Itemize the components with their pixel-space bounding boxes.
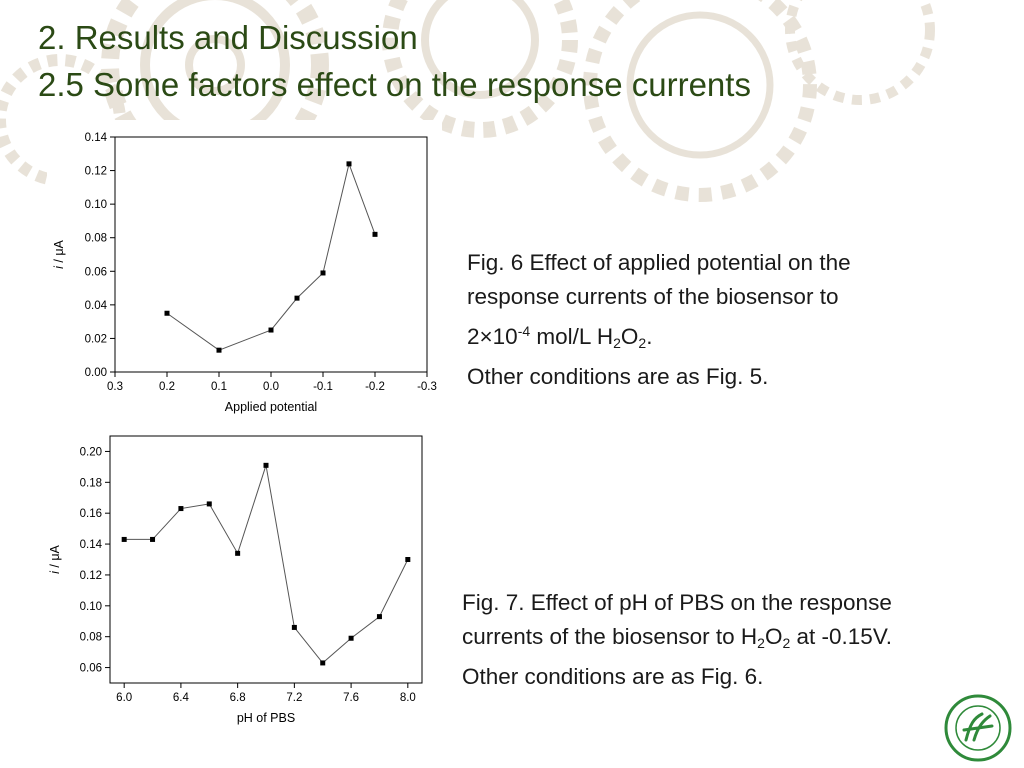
caption-text: currents of the biosensor to H <box>462 624 758 649</box>
figure-7-ph-chart: 6.0 6.4 6.8 7.2 7.6 8.0 0.06 0.08 0.10 0.12 0.14 0.… <box>48 435 423 725</box>
y-tick-label: 0.06 <box>80 663 102 675</box>
data-point <box>150 536 156 542</box>
x-tick-label: 0.1 <box>211 381 227 393</box>
caption-text: at -0.15V. <box>790 624 893 649</box>
data-point <box>178 506 184 512</box>
y-tick-label: 0.04 <box>85 300 108 312</box>
y-axis-label-unit: / μA <box>48 544 62 571</box>
y-axis-label: i / μA <box>48 544 62 573</box>
y-tick-label: 0.06 <box>85 266 107 278</box>
caption-text: O <box>764 624 783 649</box>
caption-subscript: 2 <box>613 335 621 351</box>
y-tick-label: 0.00 <box>85 367 107 379</box>
figure-6-chart-panel: 0.3 0.2 0.1 0.0 -0.1 -0.2 -0.3 0.00 0.02 0.04 0.06… <box>47 120 442 425</box>
y-axis-label-symbol: i <box>52 265 66 269</box>
figure-6-caption-concentration: 2×10-4 mol/L H2O2. <box>467 314 851 360</box>
figure-7-caption-line: currents of the biosensor to H2O2 at -0.… <box>462 620 892 660</box>
figure-6-caption: Fig. 6 Effect of applied potential on th… <box>467 246 851 394</box>
section-heading: 2. Results and Discussion <box>38 19 418 56</box>
data-point <box>348 635 354 641</box>
figure-7-chart-panel: 6.0 6.4 6.8 7.2 7.6 8.0 0.06 0.08 0.10 0.12 0.14 0.… <box>47 432 423 740</box>
figure-6-caption-line: Other conditions are as Fig. 5. <box>467 364 769 389</box>
data-point <box>164 310 170 316</box>
caption-text: × <box>479 324 493 349</box>
y-tick-label: 0.14 <box>85 132 108 144</box>
data-point <box>235 550 241 556</box>
y-axis-label-unit: / μA <box>52 239 66 266</box>
caption-subscript: 2 <box>782 635 791 651</box>
y-tick-label: 0.10 <box>80 601 102 613</box>
x-tick-label: 0.0 <box>263 381 279 393</box>
y-tick-label: 0.10 <box>85 199 107 211</box>
series-line <box>124 465 409 664</box>
data-point <box>291 624 297 630</box>
plot-frame <box>109 435 423 684</box>
data-point <box>372 231 378 237</box>
x-axis-label: Applied potential <box>225 400 317 414</box>
y-tick-label: 0.08 <box>85 233 107 245</box>
caption-subscript: 2 <box>638 335 647 351</box>
y-tick-label: 0.16 <box>80 508 102 520</box>
y-tick-label: 0.20 <box>80 446 102 458</box>
caption-text: . <box>646 324 653 349</box>
x-tick-label: 0.2 <box>159 381 175 393</box>
data-point <box>216 347 222 353</box>
data-point <box>320 660 326 666</box>
figure-7-caption: Fig. 7. Effect of pH of PBS on the respo… <box>462 586 892 694</box>
x-tick-label: -0.3 <box>417 381 437 393</box>
x-tick-label: 6.8 <box>230 692 246 704</box>
x-tick-label: -0.1 <box>313 381 333 393</box>
y-axis-label: i / μA <box>52 239 66 268</box>
figure-6-caption-line: Fig. 6 Effect of applied potential on th… <box>467 250 851 275</box>
data-point <box>294 295 300 301</box>
data-point <box>320 270 326 276</box>
data-point <box>346 161 352 167</box>
y-tick-label: 0.12 <box>80 570 102 582</box>
university-emblem-icon <box>944 694 1012 762</box>
y-tick-label: 0.08 <box>80 632 102 644</box>
data-point <box>268 327 274 333</box>
caption-subscript: 2 <box>757 635 765 651</box>
caption-superscript: -4 <box>517 323 531 339</box>
data-point <box>121 536 127 542</box>
x-tick-label: 6.0 <box>116 692 132 704</box>
caption-text: 2 <box>467 324 480 349</box>
figure-6-caption-line: response currents of the biosensor to <box>467 284 839 309</box>
figure-7-caption-line: Other conditions are as Fig. 6. <box>462 664 764 689</box>
x-axis-label: pH of PBS <box>237 711 295 725</box>
x-tick-label: 0.3 <box>107 381 123 393</box>
figure-7-caption-line: Fig. 7. Effect of pH of PBS on the respo… <box>462 590 892 615</box>
y-tick-label: 0.14 <box>80 539 103 551</box>
data-point <box>263 462 269 468</box>
subsection-heading: 2.5 Some factors effect on the response … <box>38 66 751 103</box>
caption-text: 10 <box>492 324 518 349</box>
x-tick-label: 7.2 <box>286 692 302 704</box>
x-tick-label: 8.0 <box>400 692 416 704</box>
x-tick-label: 7.6 <box>343 692 359 704</box>
data-point <box>376 614 382 620</box>
y-tick-label: 0.12 <box>85 166 107 178</box>
plot-frame <box>114 136 428 373</box>
caption-text: O <box>620 324 639 349</box>
caption-text: mol/L H <box>530 324 614 349</box>
y-axis-label-symbol: i <box>48 570 62 574</box>
data-point <box>206 501 212 507</box>
series-line <box>166 162 376 351</box>
data-point <box>405 557 411 562</box>
y-tick-label: 0.18 <box>80 477 102 489</box>
figure-6-applied-potential-chart: 0.3 0.2 0.1 0.0 -0.1 -0.2 -0.3 0.00 0.02 0.04 0.06… <box>52 132 437 414</box>
x-tick-label: -0.2 <box>365 381 385 393</box>
x-tick-label: 6.4 <box>173 692 190 704</box>
y-tick-label: 0.02 <box>85 333 107 345</box>
